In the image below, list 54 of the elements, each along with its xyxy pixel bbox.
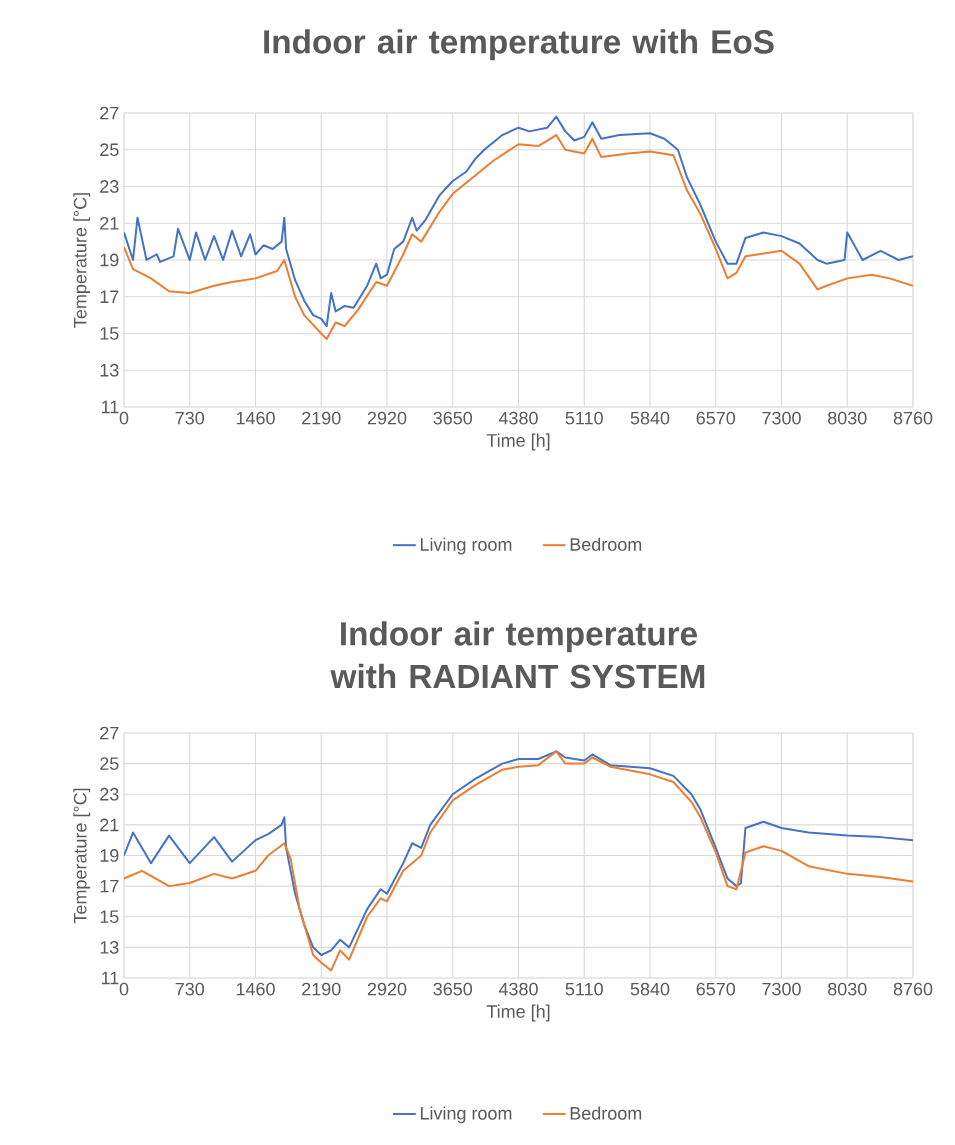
x-tick-label: 0: [119, 982, 129, 996]
y-tick-label: 11: [101, 971, 119, 985]
y-tick-label: 15: [100, 327, 119, 340]
y-tick-label: 27: [100, 106, 119, 120]
x-tick-label: 3650: [433, 982, 473, 996]
x-tick-label: 8030: [828, 411, 867, 425]
x-tick-label: 5110: [565, 982, 603, 996]
y-tick-label: 19: [100, 253, 119, 267]
x-tick-label: 8760: [893, 982, 933, 996]
x-tick-label: 3650: [433, 411, 473, 425]
x-tick-label: 2920: [367, 411, 407, 425]
x-tick-label: 0: [119, 411, 129, 425]
x-tick-label: 2920: [367, 982, 407, 996]
chart-title: Indoor air temperature with EoS: [264, 29, 774, 61]
y-tick-label: 19: [100, 849, 119, 862]
y-tick-label: 27: [100, 726, 119, 740]
y-tick-label: 21: [100, 818, 119, 832]
y-axis-title: Temperature [°C]: [73, 193, 91, 328]
x-tick-label: 6570: [696, 982, 736, 996]
x-tick-label: 730: [175, 982, 205, 996]
y-axis-title: Temperature [°C]: [73, 788, 91, 924]
legend-label: Living room: [420, 537, 512, 555]
y-tick-label: 17: [100, 290, 119, 303]
x-tick-label: 7300: [762, 411, 801, 425]
x-tick-label: 8760: [893, 411, 933, 425]
y-tick-label: 25: [100, 143, 119, 157]
x-tick-label: 730: [175, 411, 205, 425]
x-axis-title: Time [h]: [486, 433, 550, 451]
x-tick-label: 1460: [236, 411, 275, 425]
x-axis-title: Time [h]: [486, 1004, 550, 1022]
y-tick-label: 21: [100, 216, 119, 230]
y-tick-label: 23: [100, 787, 119, 801]
x-tick-label: 7300: [762, 982, 801, 996]
y-tick-label: 23: [100, 180, 119, 193]
chart-title: Indoor air temperature with RADIANT SYSTEM: [330, 621, 705, 689]
legend-label: Bedroom: [570, 537, 642, 551]
x-tick-label: 2190: [302, 411, 341, 425]
x-tick-label: 8030: [828, 982, 867, 996]
x-tick-label: 5840: [630, 982, 670, 996]
y-tick-label: 13: [100, 363, 119, 377]
y-tick-label: 17: [100, 879, 119, 893]
x-tick-label: 5110: [565, 411, 603, 425]
x-tick-label: 2190: [302, 982, 341, 996]
x-tick-label: 1460: [236, 982, 275, 996]
y-tick-label: 13: [100, 941, 119, 954]
x-tick-label: 4380: [498, 982, 538, 996]
y-tick-label: 11: [101, 400, 119, 414]
x-tick-label: 5840: [630, 411, 670, 425]
x-tick-label: 4380: [498, 411, 538, 425]
legend-label: Bedroom: [570, 1106, 642, 1120]
y-tick-label: 15: [100, 910, 119, 924]
legend-label: Living room: [420, 1106, 512, 1124]
y-tick-label: 25: [100, 757, 119, 770]
x-tick-label: 6570: [696, 411, 736, 425]
